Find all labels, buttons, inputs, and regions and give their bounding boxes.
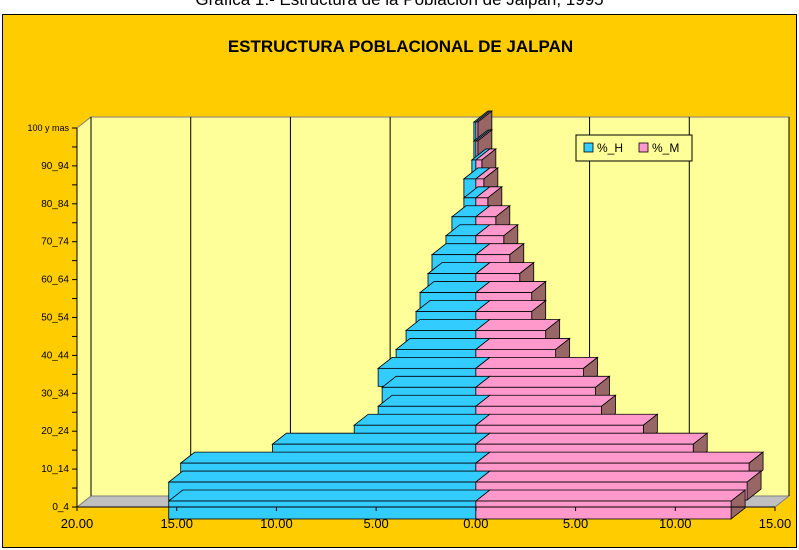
x-tick-label: 20.00	[61, 516, 94, 531]
y-tick-label: 70_74	[41, 237, 69, 248]
bar-top-face	[474, 451, 765, 464]
legend-swatch	[583, 142, 594, 153]
bar-top-face	[376, 394, 492, 407]
legend[interactable]: %_H %_M	[575, 134, 693, 162]
x-tick-label: 15.00	[759, 516, 792, 531]
bar-hombres	[167, 489, 492, 520]
bar-top-face	[167, 489, 492, 502]
bar-top-face	[474, 319, 561, 331]
bar-top-face	[271, 432, 492, 445]
x-tick-label: 10.00	[659, 516, 692, 531]
bar-mujeres	[474, 489, 747, 520]
x-tick-label: 15.00	[160, 516, 193, 531]
y-tick-label: 60_64	[41, 275, 69, 286]
bar-top-face	[474, 413, 659, 426]
bar-top-face	[474, 394, 617, 407]
bar-mujeres	[474, 110, 494, 141]
bar-top-face	[376, 356, 492, 369]
x-tick-label: 5.00	[563, 516, 588, 531]
y-tick-label: 80_84	[41, 199, 69, 210]
chart-area: 20.00 15.00 10.00 5.00 0.00 5.00 10.00 15.00 0_4…	[2, 14, 797, 548]
bar-top-face	[474, 338, 571, 350]
plot-side-wall	[76, 115, 92, 509]
y-tick-label: 100 y mas	[27, 123, 69, 133]
bar-top-face	[474, 470, 763, 483]
bar-top-face	[474, 432, 709, 445]
y-tick-label: 0_4	[52, 502, 69, 513]
bar-front-face	[475, 500, 732, 520]
x-tick-label: 5.00	[363, 516, 388, 531]
page-caption: Gráfica 1.- Estructura de la Población d…	[0, 0, 799, 10]
legend-label: %_H	[597, 141, 623, 155]
x-tick-label: 0.00	[463, 516, 488, 531]
y-tick-label: 10_14	[41, 464, 69, 475]
legend-swatch	[638, 142, 649, 153]
y-tick-label: 90_94	[41, 161, 69, 172]
bar-top-face	[404, 319, 492, 331]
x-tick-label: 10.00	[260, 516, 293, 531]
bar-top-face	[353, 413, 492, 426]
bar-top-face	[474, 375, 611, 388]
axes: 20.00 15.00 10.00 5.00 0.00 5.00 10.00 15.00 0_4…	[27, 123, 791, 531]
bar-front-face	[475, 121, 479, 141]
population-pyramid-chart: 20.00 15.00 10.00 5.00 0.00 5.00 10.00 15.00 0_4…	[27, 110, 791, 531]
legend-label: %_M	[652, 141, 679, 155]
bar-mujeres	[474, 129, 494, 160]
chart-title: ESTRUCTURA POBLACIONAL DE JALPAN	[227, 37, 574, 56]
bar-top-face	[179, 451, 492, 464]
bar-front-face	[168, 500, 477, 520]
y-tick-label: 30_34	[41, 388, 69, 399]
y-tick-label: 20_24	[41, 426, 69, 437]
bar-top-face	[474, 489, 747, 502]
legend-box	[575, 134, 693, 162]
bar-top-face	[380, 375, 492, 388]
bar-top-face	[167, 470, 492, 483]
bar-top-face	[394, 338, 492, 350]
y-tick-label: 40_44	[41, 350, 69, 361]
bar-top-face	[474, 356, 599, 369]
y-tick-label: 50_54	[41, 313, 69, 324]
bars	[167, 110, 765, 520]
